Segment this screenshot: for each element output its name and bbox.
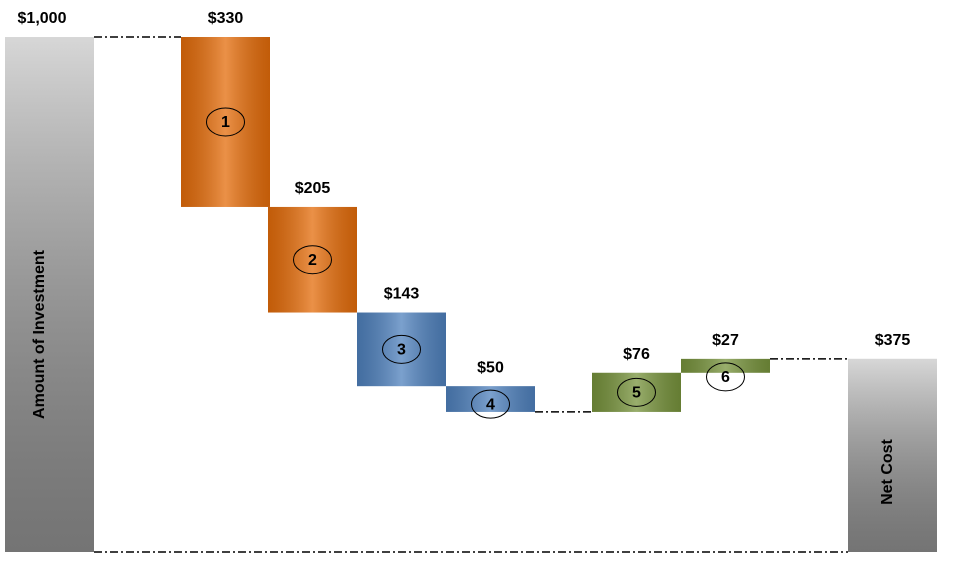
value-label: $1,000 <box>18 10 67 27</box>
category-label: 1 <box>221 114 230 131</box>
value-label: $76 <box>623 346 650 363</box>
bar-shade <box>681 358 770 373</box>
category-label: 6 <box>721 369 730 386</box>
bar-shade <box>181 37 270 207</box>
bar-shade <box>268 206 357 313</box>
bar-shade <box>592 372 681 412</box>
category-badge <box>206 107 245 137</box>
value-label: $375 <box>875 332 911 349</box>
bar-shade <box>357 312 446 387</box>
bar-shade <box>848 358 937 552</box>
category-label: 4 <box>486 396 495 413</box>
value-label: $50 <box>477 359 504 376</box>
category-label: Amount of Investment <box>31 249 48 419</box>
category-badge <box>706 362 745 392</box>
category-badge <box>471 389 510 419</box>
value-label: $330 <box>208 10 244 27</box>
bar-shade <box>5 37 94 552</box>
value-label: $143 <box>384 286 420 303</box>
category-badge <box>382 334 421 364</box>
value-label: $205 <box>295 180 331 197</box>
category-label: 2 <box>308 252 317 269</box>
category-label: Net Cost <box>879 438 896 504</box>
category-label: 3 <box>397 342 406 359</box>
value-label: $27 <box>712 332 739 349</box>
category-badge <box>293 245 332 275</box>
category-badge <box>617 377 656 407</box>
category-label: 5 <box>632 385 641 402</box>
